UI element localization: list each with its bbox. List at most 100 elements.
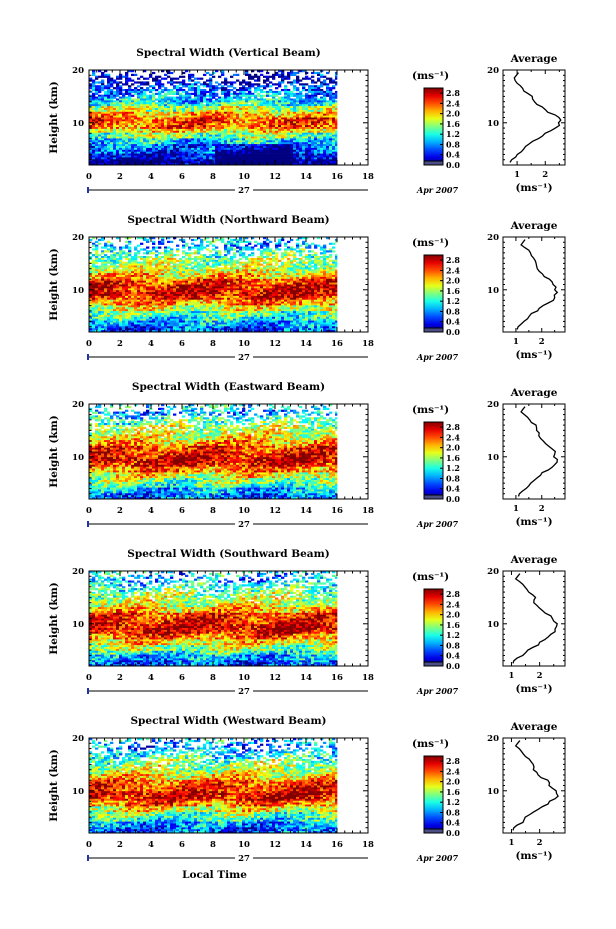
x-tick-label: 6 [179,172,185,182]
y-axis: 10 20 Height (km) [48,66,368,166]
x-tick-label: 12 [269,673,281,683]
colorbar-tick-label: 0.8 [446,807,460,817]
x-tick-label: 4 [148,339,154,349]
colorbar-tick-label: 2.4 [446,766,460,776]
colorbar-gradient [423,421,444,500]
x-tick-label: 10 [238,172,250,182]
average-x-label: (ms⁻¹) [515,349,552,361]
x-tick-label: 6 [179,506,185,516]
colorbar: 2.82.42.01.61.20.80.40.0 (ms⁻¹) [412,237,460,337]
colorbar-tick-label: 0.4 [446,651,460,661]
x-tick-label: 4 [148,840,154,850]
average-frame [502,236,566,333]
x-tick-label: 0 [86,840,92,850]
average-title: Average [510,721,558,733]
average-y-tick-label: 10 [487,787,499,797]
average-panel-0: Average 10 20 1 2 (ms⁻¹) [487,53,566,194]
colorbar-tick-label: 1.6 [446,286,460,296]
colorbar-tick-label: 2.0 [446,777,460,787]
x-tick-label: 6 [179,339,185,349]
colorbar-tick-label: 1.6 [446,787,460,797]
average-x-tick-label: 2 [539,504,545,514]
x-tick-label: 10 [238,506,250,516]
colorbar-tick-label: 2.8 [446,88,460,98]
average-title: Average [510,387,558,399]
day-label-bg [235,686,253,696]
y-axis-label: Height (km) [48,582,60,654]
average-x-label: (ms⁻¹) [515,516,552,528]
x-tick-label: 2 [117,673,123,683]
panel-title: Spectral Width (Southward Beam) [127,548,329,560]
average-x-tick-label: 2 [539,337,545,347]
x-tick-label: 8 [210,506,216,516]
x-tick-label: 18 [362,673,374,683]
colorbar-tick-label: 0.4 [446,150,460,160]
day-label-bg [235,853,253,863]
day-label-bg [235,185,253,195]
x-tick-label: 12 [269,339,281,349]
panel-2: Spectral Width (Eastward Beam)1020Height… [48,381,460,530]
day-label-bg [235,519,253,529]
x-tick-label: 8 [210,339,216,349]
panel-3: Spectral Width (Southward Beam) 10 2 0 Heigh… [48,548,460,697]
x-tick-label: 14 [300,172,312,182]
x-tick-label: 14 [300,506,312,516]
average-title: Average [510,554,558,566]
colorbar-tick-label: 0.0 [446,160,460,170]
heatmap-cells [89,404,338,500]
colorbar-tick-label: 2.8 [446,756,460,766]
average-title: Average [510,53,558,65]
average-x-tick-label: 2 [537,838,543,848]
colorbar-tick-label: 1.2 [446,797,460,807]
colorbar-tick-label: 2.0 [446,443,460,453]
colorbar-tick-label: 1.6 [446,119,460,129]
colorbar-tick-label: 2.4 [446,265,460,275]
colorbar-floor [423,160,444,166]
average-y-tick-label: 20 [487,233,499,243]
x-tick-label: 2 [117,172,123,182]
average-panel-4: Average 10 20 1 2 (ms⁻¹) [487,721,566,862]
x-tick-label: 8 [210,840,216,850]
average-x-tick-label: 2 [537,671,543,681]
colorbar-tick-label: 2.0 [446,276,460,286]
x-tick-label: 10 [238,840,250,850]
x-tick-label: 18 [362,506,374,516]
x-tick-label: 0 [86,673,92,683]
colorbar-tick-label: 1.2 [446,129,460,139]
colorbar-tick-label: 2.0 [446,610,460,620]
y-tick-label: 10 [72,787,84,797]
colorbar-tick-label: 2.4 [446,98,460,108]
y-tick-label: 20 [72,734,84,744]
colorbar: 2.82.42.01.61.20.80.40.0 (ms⁻¹) [412,404,460,504]
average-profile-line [517,406,558,497]
colorbar-tick-label: 1.6 [446,620,460,630]
colorbar-tick-label: 2.8 [446,255,460,265]
colorbar-gradient [423,254,444,333]
y-tick-label: 10 [72,620,84,630]
average-profile-line [509,72,562,163]
colorbar-tick-label: 2.4 [446,432,460,442]
x-tick-label: 16 [331,673,343,683]
average-y-tick-label: 20 [487,734,499,744]
x-tick-label: 16 [331,840,343,850]
average-frame [502,69,566,166]
y-axis: 10 20 Height (km) [48,734,368,834]
x-tick-label: 2 [117,506,123,516]
x-tick-label: 0 [86,506,92,516]
colorbar-unit-label: (ms⁻¹) [412,237,449,249]
x-tick-label: 12 [269,172,281,182]
date-label: Apr 2007 [416,352,459,362]
colorbar-tick-label: 1.6 [446,453,460,463]
average-profile-line [512,740,559,831]
x-tick-label: 2 [117,339,123,349]
average-profile-line [516,239,559,330]
panel-1: Spectral Width (Northward Beam)1020Heigh… [48,214,460,363]
day-label: 27 [238,854,250,864]
y-tick-label: 10 [72,119,84,129]
colorbar-tick-label: 0.0 [446,327,460,337]
heatmap-cells [89,70,338,166]
colorbar-gradient [423,87,444,166]
colorbar-tick-label: 0.0 [446,661,460,671]
average-x-label: (ms⁻¹) [515,683,552,695]
panel-title: Spectral Width (Vertical Beam) [136,47,320,59]
